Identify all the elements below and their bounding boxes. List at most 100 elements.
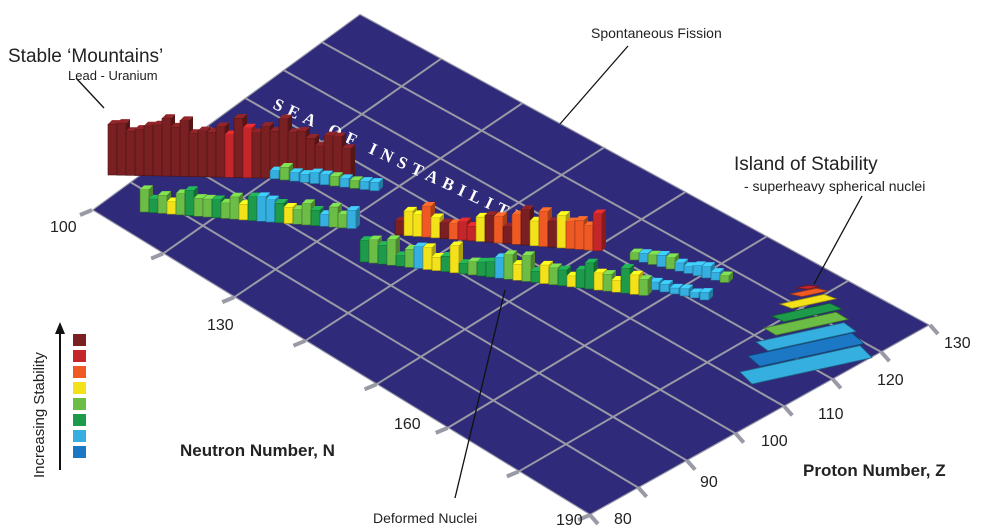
- island-terrace: [770, 302, 844, 323]
- nuclide-column-top: [212, 195, 225, 200]
- nuclide-column: [520, 209, 531, 246]
- nuclide-column: [467, 261, 478, 276]
- grid-tick: [831, 377, 843, 390]
- nuclide-column: [229, 196, 240, 220]
- nuclide-column: [279, 166, 290, 181]
- nuclide-column: [319, 174, 330, 186]
- grid-line: [92, 14, 361, 211]
- nuclide-column: [557, 269, 568, 287]
- nuclide-column: [310, 209, 321, 226]
- nuclide-column-top: [450, 241, 463, 246]
- grid-tick: [577, 513, 591, 522]
- nuclide-column-top: [650, 277, 663, 282]
- nuclide-column: [476, 261, 487, 277]
- nuclide-column-top: [329, 202, 342, 207]
- nuclide-column-top: [414, 242, 427, 247]
- nuclide-column-top: [266, 195, 279, 200]
- nuclide-column-top: [660, 280, 673, 285]
- nuclide-column: [584, 262, 595, 290]
- grid-tick: [79, 208, 93, 217]
- nuclide-column: [319, 214, 330, 227]
- nuclide-column-top: [297, 126, 310, 131]
- nuclide-column: [575, 269, 586, 289]
- nuclide-column-top: [387, 235, 400, 240]
- nuclide-column-top: [720, 271, 733, 276]
- nuclide-column-top: [257, 192, 270, 197]
- nuclide-column: [139, 189, 150, 213]
- nuclide-column-top: [324, 131, 337, 136]
- nuclide-column-top: [275, 199, 288, 204]
- legend-swatch: [73, 366, 86, 378]
- nuclide-column: [211, 199, 222, 219]
- grid-tick: [685, 459, 697, 472]
- island-terrace: [739, 345, 873, 385]
- nuclide-column: [339, 178, 350, 188]
- legend-title: Increasing Stability: [31, 352, 48, 478]
- nuclide-column: [369, 181, 380, 192]
- nuclide-column-side: [729, 271, 733, 283]
- grid-tick: [363, 382, 378, 392]
- nuclide-column: [430, 217, 441, 239]
- proton-tick: 100: [761, 433, 788, 450]
- nuclide-column-top: [549, 263, 562, 268]
- grid-tick: [221, 295, 236, 304]
- legend-swatch: [73, 382, 86, 394]
- nuclide-column: [439, 222, 450, 239]
- nuclide-column: [359, 239, 370, 263]
- nuclide-column: [421, 205, 432, 238]
- nuclide-column: [233, 117, 244, 178]
- nuclide-column-top: [711, 268, 724, 273]
- nuclide-column-top: [675, 258, 688, 263]
- nuclide-column-top: [639, 249, 652, 254]
- nuclide-column: [593, 272, 604, 291]
- nuclide-column-top: [243, 123, 256, 128]
- nuclide-column: [502, 226, 513, 244]
- nuclide-column: [701, 265, 712, 279]
- nuclide-column-top: [261, 122, 274, 127]
- nuclide-column: [170, 126, 181, 177]
- grid-line: [233, 102, 524, 298]
- nuclide-column: [699, 291, 710, 301]
- nuclide-column: [448, 223, 459, 240]
- nuclide-column-top: [557, 211, 570, 216]
- nuclide-column-top: [485, 211, 498, 216]
- nuclide-column-top: [230, 192, 243, 197]
- nuclide-column-top: [342, 144, 355, 149]
- grid-tick: [434, 426, 449, 435]
- stable-mountains-label: Stable ‘Mountains’: [8, 46, 163, 67]
- nuclide-column-top: [320, 170, 333, 175]
- nuclide-column-side: [709, 288, 713, 300]
- nuclide-column: [466, 225, 477, 242]
- lead-uranium-label: Lead - Uranium: [68, 68, 158, 83]
- nuclide-column: [485, 261, 496, 278]
- grid-frame: [79, 208, 940, 526]
- deformed-nuclei-label: Deformed Nuclei: [373, 510, 477, 526]
- nuclide-column: [394, 220, 405, 236]
- nuclide-column: [157, 194, 168, 214]
- nuclide-column-top: [310, 168, 323, 173]
- proton-tick: 130: [944, 335, 971, 352]
- nuclide-column: [548, 267, 559, 285]
- nuclide-column-top: [700, 288, 713, 293]
- nuclide-column: [530, 270, 541, 283]
- nuclide-column: [328, 206, 339, 228]
- grid-tick: [928, 323, 940, 336]
- grid-tick: [292, 338, 307, 348]
- nuclide-column: [116, 122, 127, 176]
- nuclide-column: [689, 292, 700, 299]
- neutron-tick: 160: [394, 416, 421, 433]
- nuclide-column-top: [666, 253, 679, 258]
- nuclide-column-top: [522, 251, 535, 256]
- nuclide-column: [494, 257, 505, 279]
- neutron-tick: 130: [207, 317, 234, 334]
- nuclide-column: [202, 198, 213, 218]
- nuclide-column: [299, 173, 310, 183]
- grid-tick: [588, 513, 600, 526]
- legend-swatch: [73, 334, 86, 346]
- nuclide-column: [674, 262, 685, 272]
- proton-tick: 110: [818, 406, 844, 423]
- nuclide-column: [329, 175, 340, 187]
- nuclide-column: [638, 252, 649, 263]
- nuclide-blocks: [107, 114, 873, 385]
- nuclide-column-top: [140, 185, 153, 190]
